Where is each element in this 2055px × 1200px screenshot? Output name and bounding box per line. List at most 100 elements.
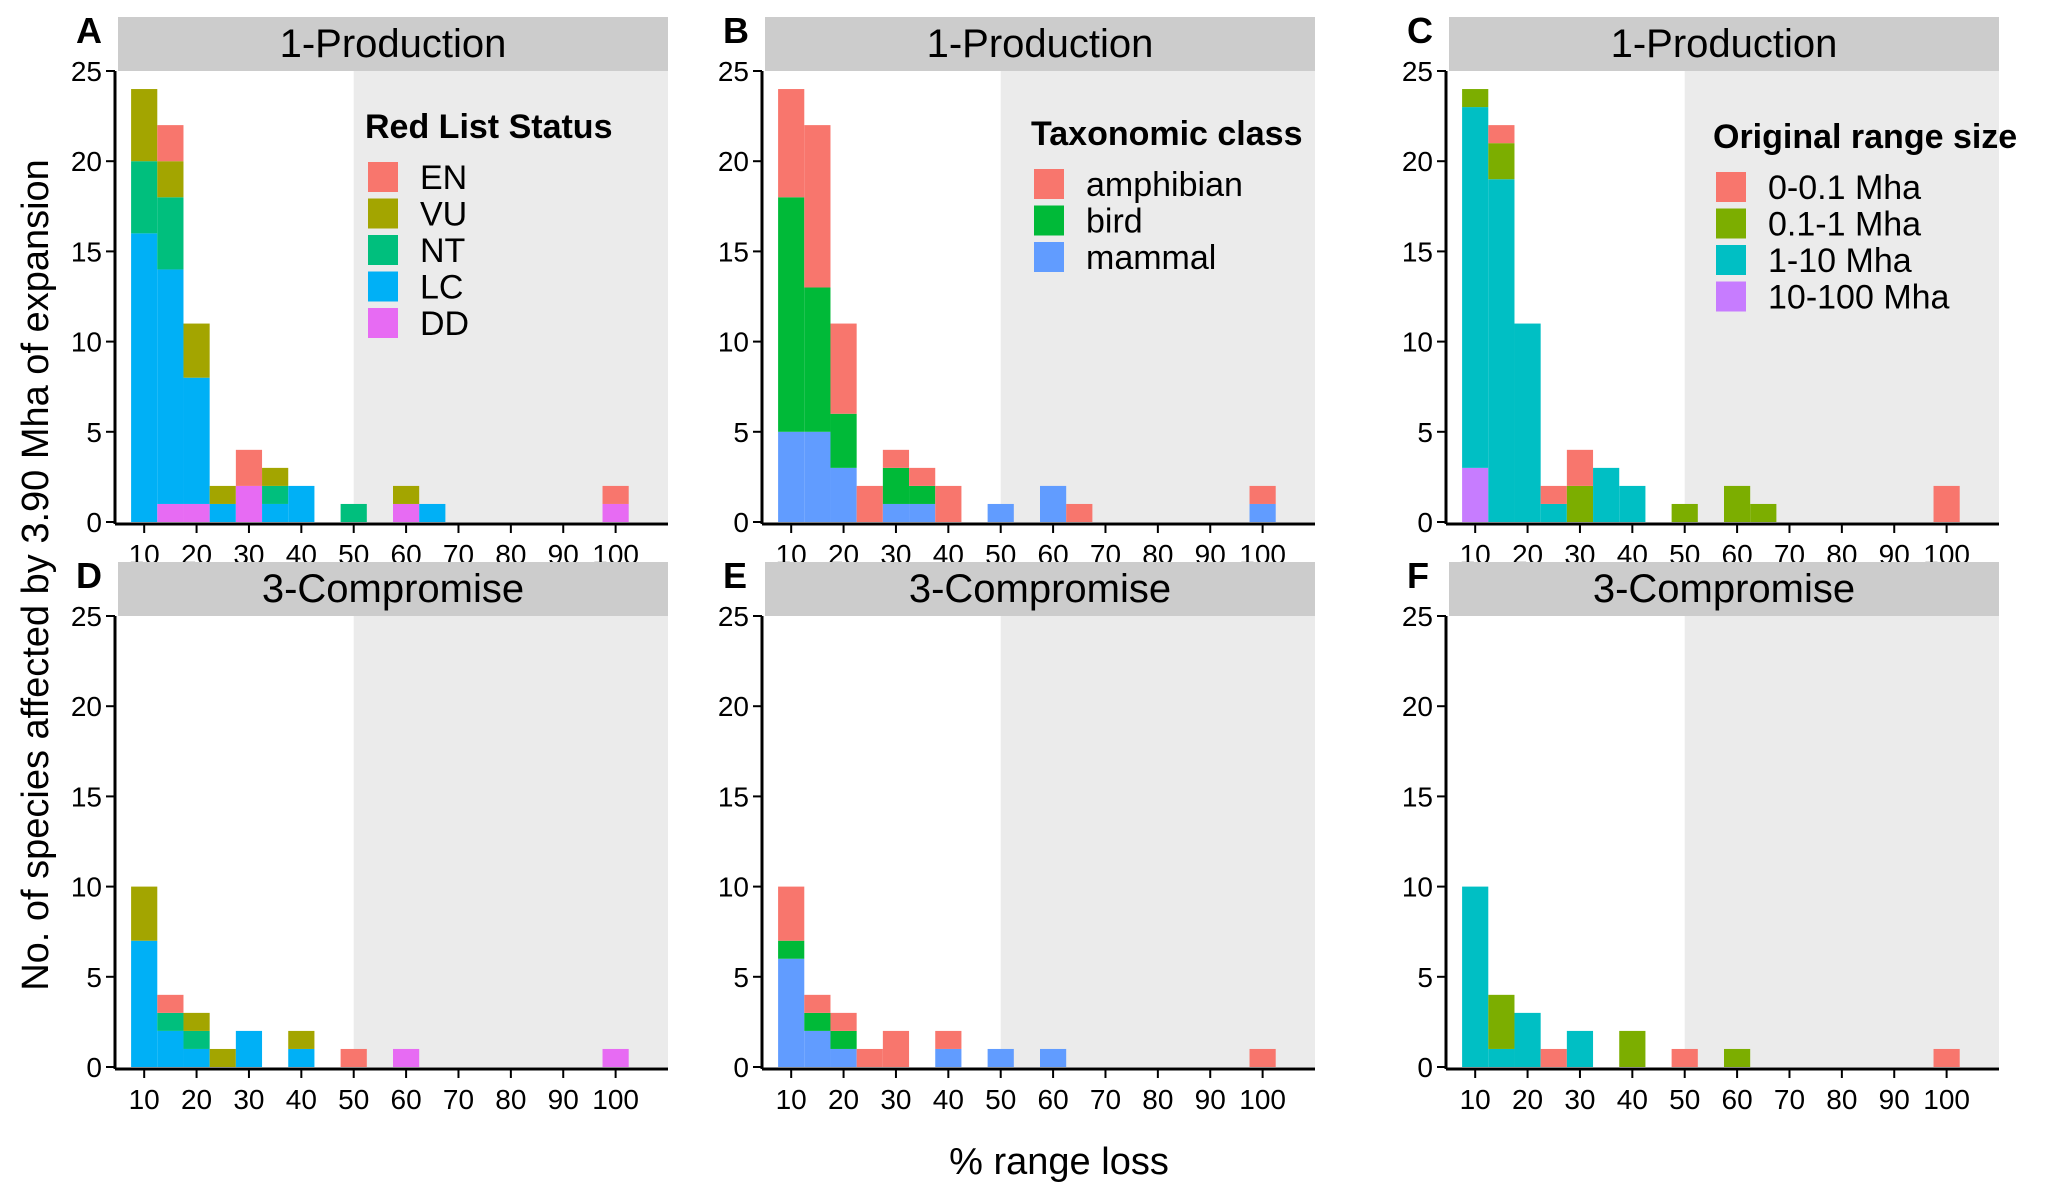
x-tick-label: 50 [985,1084,1016,1115]
bar-1-10-mha-15 [1488,1048,1515,1067]
x-axis-title: % range loss [949,1141,1169,1183]
bar-lc-30 [235,1030,263,1067]
bar-vu-35 [262,467,289,486]
y-tick-label: 25 [1402,56,1433,87]
y-tick-label: 5 [86,417,102,448]
legend-key [1034,242,1064,272]
bar-dd-100 [602,1048,629,1067]
bar-lc-15 [157,269,184,504]
bar-bird-30 [882,467,910,504]
bar-mammal-50 [987,1048,1014,1067]
bar-1-10-mha-30 [1566,1030,1594,1067]
x-tick-label: 20 [181,1084,212,1115]
bar-0-0-1-mha-25 [1540,1048,1567,1067]
bar-0-1-1-mha-15 [1488,994,1515,1049]
legend-label: 0-0.1 Mha [1768,169,1921,207]
x-tick-label: 80 [495,1084,526,1115]
y-tick-label: 20 [718,146,749,177]
y-tick-label: 20 [718,691,749,722]
bar-vu-40 [288,1030,315,1049]
y-tick-label: 10 [71,327,102,358]
y-tick-label: 0 [1417,1052,1433,1083]
y-tick-label: 15 [1402,781,1433,812]
bar-1-10-mha-40 [1619,485,1646,522]
y-tick-label: 15 [71,781,102,812]
x-tick-label: 40 [286,1084,317,1115]
bar-nt-35 [262,485,289,504]
bar-1-10-mha-20 [1514,1012,1541,1067]
y-tick-label: 10 [718,327,749,358]
bar-lc-35 [262,503,289,522]
y-tick-label: 15 [718,781,749,812]
bar-lc-20 [183,1048,210,1067]
bar-amphibian-15 [804,994,831,1013]
legend-label: LC [420,269,463,307]
x-tick-label: 30 [233,1084,264,1115]
strip-label: 1-Production [927,22,1154,66]
bar-vu-10 [131,886,158,941]
bar-bird-15 [804,287,831,432]
bar-amphibian-40 [935,1030,962,1049]
y-tick-label: 5 [86,962,102,993]
x-tick-label: 30 [1564,1084,1595,1115]
bar-0-0-1-mha-25 [1540,485,1567,504]
bar-amphibian-35 [909,467,936,486]
y-tick-label: 0 [1417,507,1433,538]
legend-key [368,162,398,192]
bar-mammal-40 [935,1048,962,1067]
y-tick-label: 10 [1402,872,1433,903]
shaded-region [353,616,668,1067]
bar-en-50 [340,1048,367,1067]
legend-title: Red List Status [365,108,612,146]
y-tick-label: 15 [1402,236,1433,267]
bar-0-0-1-mha-100 [1933,1048,1960,1067]
x-tick-label: 40 [933,1084,964,1115]
x-tick-label: 90 [1195,1084,1226,1115]
legend-key [368,198,398,229]
bar-mammal-15 [804,1030,831,1067]
y-tick-label: 5 [1417,962,1433,993]
bar-1-10-mha-15 [1488,179,1515,523]
y-tick-label: 20 [1402,146,1433,177]
y-tick-label: 10 [71,872,102,903]
bar-amphibian-15 [804,125,831,288]
y-tick-label: 25 [1402,601,1433,632]
x-tick-label: 60 [1038,1084,1069,1115]
x-tick-label: 70 [443,1084,474,1115]
panel-letter: A [76,10,102,51]
bar-mammal-30 [882,503,910,522]
bar-0-1-1-mha-30 [1566,485,1594,522]
bar-1-10-mha-25 [1540,503,1567,522]
y-tick-label: 0 [733,1052,749,1083]
legend-key [1716,245,1746,275]
y-tick-label: 20 [71,691,102,722]
y-tick-label: 25 [71,56,102,87]
panel-letter: B [723,10,749,51]
strip-label: 3-Compromise [262,567,524,611]
x-tick-label: 60 [391,1084,422,1115]
strip-background [1449,17,1999,71]
bar-nt-15 [157,197,184,270]
x-tick-label: 90 [548,1084,579,1115]
bar-1-10-mha-35 [1593,467,1620,522]
legend-label: VU [420,196,467,234]
bar-nt-50 [340,503,367,522]
x-tick-label: 40 [1617,1084,1648,1115]
legend-key [1034,169,1064,199]
bar-bird-10 [778,197,805,432]
bar-mammal-10 [778,958,805,1067]
bar-vu-25 [209,1048,236,1067]
x-tick-label: 80 [1826,1084,1857,1115]
bar-10-100-mha-10 [1462,467,1489,522]
bar-mammal-10 [778,431,805,522]
panel-letter: D [76,555,102,596]
legend-label: amphibian [1086,166,1243,204]
strip-label: 1-Production [1611,22,1838,66]
legend-label: bird [1086,203,1143,241]
panel-e: 3-Compromise E 0 5 10 15 20 25 10 20 30 40 50 60 70 80 9… [718,555,1315,1115]
bar-lc-10 [131,940,158,1067]
